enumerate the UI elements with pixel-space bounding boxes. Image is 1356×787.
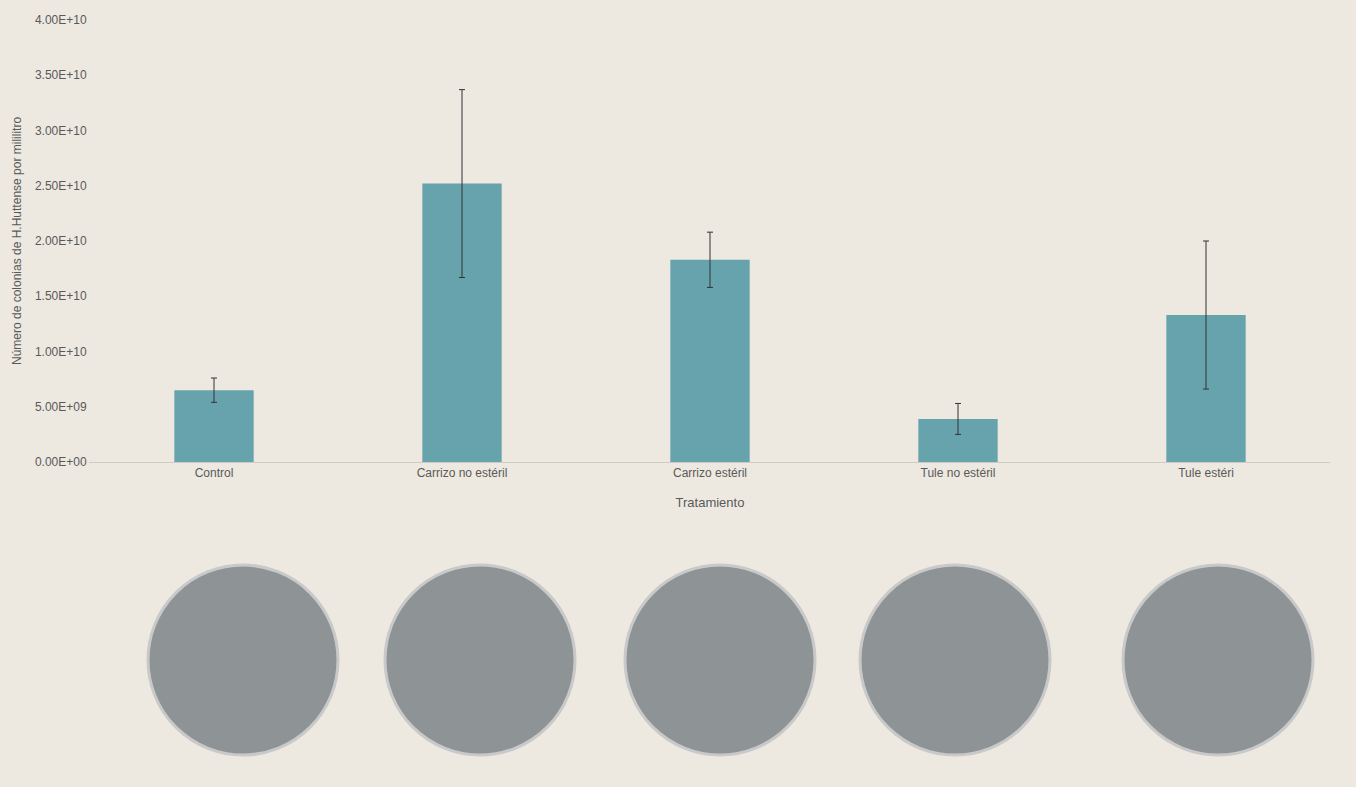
svg-text:1.50E+10: 1.50E+10 xyxy=(35,289,87,303)
svg-text:Tratamiento: Tratamiento xyxy=(676,495,745,510)
svg-text:2.50E+10: 2.50E+10 xyxy=(35,179,87,193)
svg-text:1.00E+10: 1.00E+10 xyxy=(35,345,87,359)
svg-text:Tule no estéril: Tule no estéril xyxy=(921,466,996,480)
svg-text:Número de colonias de H.Hutten: Número de colonias de H.Huttense por mil… xyxy=(10,117,24,365)
svg-text:Tule estéri: Tule estéri xyxy=(1178,466,1234,480)
svg-text:3.50E+10: 3.50E+10 xyxy=(35,68,87,82)
svg-text:3.00E+10: 3.00E+10 xyxy=(35,124,87,138)
svg-text:Control: Control xyxy=(195,466,234,480)
svg-text:Carrizo estéril: Carrizo estéril xyxy=(673,466,747,480)
svg-text:Carrizo no estéril: Carrizo no estéril xyxy=(417,466,508,480)
svg-text:2.00E+10: 2.00E+10 xyxy=(35,234,87,248)
svg-text:4.00E+10: 4.00E+10 xyxy=(35,13,87,27)
svg-text:5.00E+09: 5.00E+09 xyxy=(35,400,87,414)
svg-text:0.00E+00: 0.00E+00 xyxy=(35,455,87,469)
